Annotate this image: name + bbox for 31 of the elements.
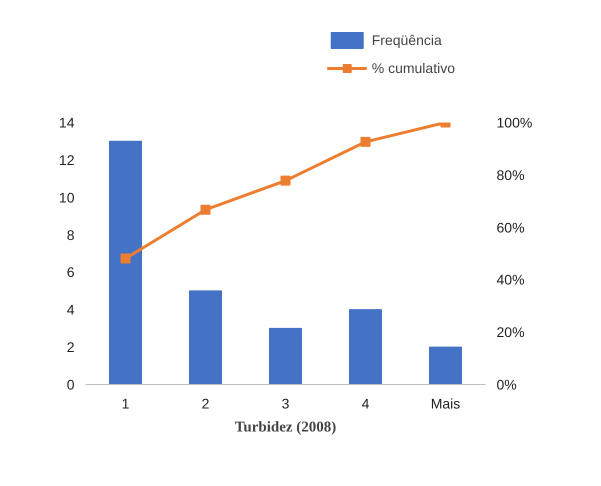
y-tick-label: 10	[58, 189, 75, 206]
legend-label: Freqüência	[372, 32, 442, 48]
y2-tick-label: 20%	[496, 324, 525, 340]
x-tick-label: 2	[202, 396, 210, 412]
y2-tick-label: 100%	[496, 114, 532, 130]
y-tick-label: 12	[58, 152, 75, 168]
y-tick-label: 4	[66, 302, 75, 318]
y-tick-label: 8	[66, 226, 75, 243]
y-tick-label: 2	[66, 339, 75, 356]
y2-tick-label: 80%	[496, 166, 525, 183]
point	[200, 204, 210, 215]
x-tick-label: 4	[362, 396, 370, 412]
x-tick-label: Mais	[430, 396, 460, 412]
x-axis-title: Turbidez (2008)	[234, 420, 336, 436]
y2-tick-label: 60%	[496, 219, 525, 236]
y2-tick-label: 40%	[496, 272, 525, 288]
bar	[269, 328, 302, 384]
bar	[109, 140, 142, 384]
y2-tick-label: 0%	[496, 376, 517, 392]
legend-label: % cumulativo	[372, 60, 455, 76]
x-tick-label: 1	[122, 396, 130, 412]
bar	[349, 309, 382, 384]
bar	[189, 290, 222, 384]
x-tick-label: 3	[282, 396, 290, 412]
y-tick-label: 6	[66, 264, 75, 280]
point	[360, 136, 370, 147]
y-tick-label: 0	[66, 376, 75, 392]
point	[280, 176, 290, 186]
y-tick-label: 14	[58, 114, 75, 130]
bar	[429, 346, 462, 384]
point	[120, 253, 130, 264]
